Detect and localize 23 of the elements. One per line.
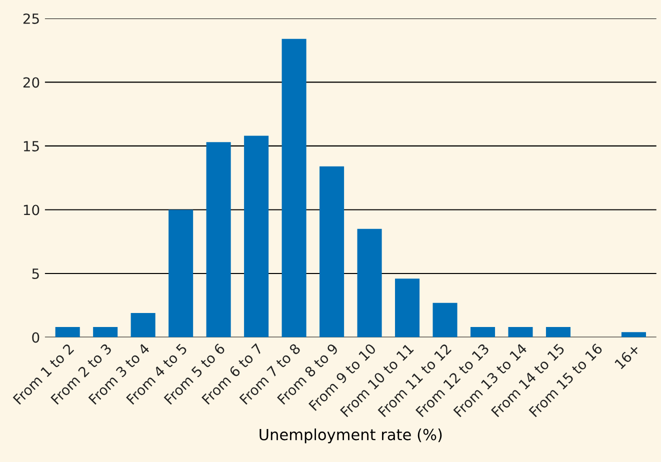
bar — [168, 210, 194, 338]
bar — [93, 327, 118, 338]
bar — [470, 327, 496, 338]
bar — [621, 332, 646, 338]
bar — [320, 166, 344, 338]
bar — [130, 313, 156, 338]
bar — [432, 302, 458, 338]
y-tick-label: 10 — [24, 204, 40, 216]
bar — [55, 327, 80, 338]
bar — [395, 278, 420, 338]
bar — [357, 228, 382, 338]
bar — [244, 136, 269, 338]
x-tick-label: 16+ — [614, 343, 640, 370]
y-tick-label: 25 — [23, 13, 39, 24]
y-tick-label: 5 — [32, 268, 39, 279]
bar — [206, 142, 231, 338]
x-axis-title: Unemployment rate (%) — [260, 428, 442, 444]
y-tick-label: 0 — [32, 332, 40, 343]
y-tick-label: 15 — [24, 141, 39, 152]
bar — [282, 38, 306, 338]
y-tick-label: 20 — [23, 77, 40, 88]
bar — [546, 327, 571, 338]
bar — [508, 327, 533, 338]
